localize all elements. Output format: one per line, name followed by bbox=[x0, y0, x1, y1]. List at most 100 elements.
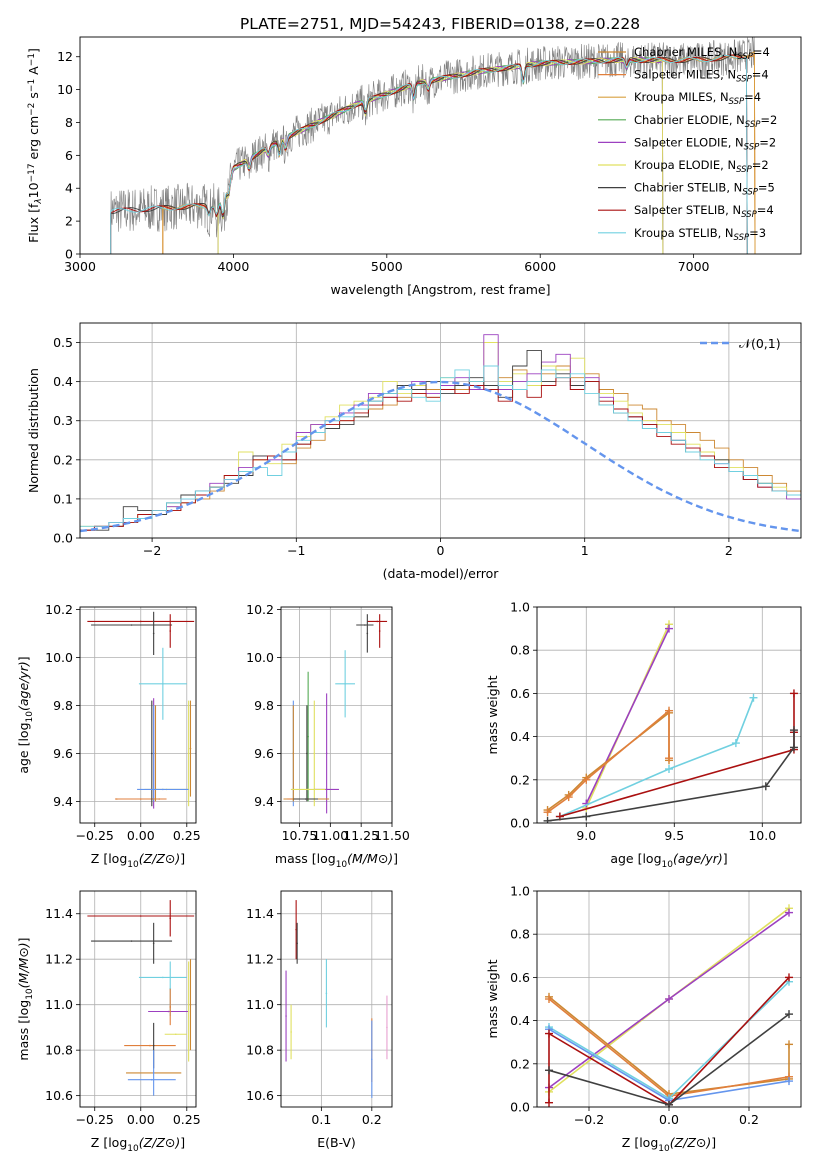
legend-label: Salpeter STELIB, NSSP=4 bbox=[634, 203, 774, 220]
data-point bbox=[139, 915, 142, 917]
legend-subscript: SSP bbox=[729, 97, 745, 107]
data-point bbox=[162, 788, 164, 791]
plot-area bbox=[80, 334, 801, 538]
y-axis-label: mass weight bbox=[485, 959, 500, 1038]
axes-frame bbox=[280, 606, 393, 824]
model-spectrum-line bbox=[162, 54, 756, 254]
y-tick-label: 0.1 bbox=[53, 491, 73, 506]
axes-frame bbox=[536, 606, 802, 824]
legend-name: Chabrier STELIB, N bbox=[634, 181, 742, 195]
label-part: (age/yr) bbox=[673, 851, 723, 866]
legend-subscript: SSP bbox=[737, 52, 753, 62]
data-point bbox=[290, 1031, 292, 1033]
x-tick-label: 11.25 bbox=[343, 828, 379, 843]
y-tick-label: 0.8 bbox=[510, 643, 530, 658]
legend-subscript: SSP bbox=[741, 210, 757, 220]
legend-subscript: SSP bbox=[736, 75, 752, 85]
figure-title: PLATE=2751, MJD=54243, FIBERID=0138, z=0… bbox=[240, 15, 640, 33]
label-part: Z [log bbox=[622, 1135, 658, 1150]
y-tick-label: 4 bbox=[65, 181, 73, 196]
legend-value: =2 bbox=[759, 135, 776, 149]
x-tick-label: −2 bbox=[143, 543, 161, 558]
legend-value: =2 bbox=[752, 158, 769, 172]
legend-label: Salpeter ELODIE, NSSP=2 bbox=[634, 135, 776, 152]
data-point bbox=[162, 683, 164, 685]
x-axis-label: age [log10(age/yr)] bbox=[610, 851, 727, 870]
label-part: ] bbox=[180, 851, 185, 866]
label-part: (age/yr) bbox=[16, 661, 31, 711]
x-tick-label: 3000 bbox=[64, 259, 96, 274]
y-tick-label: 0.2 bbox=[510, 772, 530, 787]
plot-area bbox=[545, 904, 793, 1107]
data-point bbox=[152, 942, 155, 945]
data-point bbox=[325, 752, 328, 755]
y-tick-label: 11.0 bbox=[45, 997, 73, 1012]
model-spectrum-line bbox=[217, 57, 664, 254]
legend-label: Kroupa ELODIE, NSSP=2 bbox=[634, 158, 769, 175]
x-tick-label: −0.2 bbox=[574, 1112, 604, 1127]
axes-frame bbox=[79, 890, 197, 1108]
legend-subscript: SSP bbox=[745, 120, 761, 130]
x-tick-label: 4000 bbox=[217, 259, 249, 274]
legend-subscript: SSP bbox=[736, 165, 752, 175]
data-point bbox=[313, 752, 316, 755]
data-point bbox=[292, 752, 295, 755]
data-point bbox=[325, 992, 328, 995]
legend-value: =4 bbox=[744, 90, 761, 104]
model-spectrum-line bbox=[217, 57, 664, 254]
label-part: ] bbox=[180, 1135, 185, 1150]
data-point bbox=[187, 752, 190, 755]
model-spectrum-line bbox=[162, 53, 756, 254]
y-axis-label-part: λ bbox=[34, 198, 44, 204]
data-point bbox=[152, 1044, 155, 1047]
x-tick-label: 9.0 bbox=[576, 828, 596, 843]
data-point bbox=[376, 620, 379, 623]
x-tick-label: 7000 bbox=[678, 259, 710, 274]
y-tick-label: 1.0 bbox=[510, 600, 530, 615]
y-tick-label: 0.8 bbox=[510, 927, 530, 942]
x-tick-label: 1 bbox=[581, 543, 589, 558]
label-subscript: 10 bbox=[662, 860, 674, 870]
legend-value: =4 bbox=[752, 68, 769, 82]
label-subscript: 10 bbox=[127, 1144, 139, 1154]
axes-frame bbox=[79, 606, 197, 824]
y-axis-label-part: erg cm bbox=[26, 116, 41, 164]
legend-name: Kroupa STELIB, N bbox=[634, 226, 734, 240]
legend-name: Salpeter STELIB, N bbox=[634, 203, 741, 217]
data-point bbox=[295, 928, 297, 931]
legend-label: 𝒩(0,1) bbox=[739, 336, 781, 351]
y-tick-label: 9.4 bbox=[53, 794, 73, 809]
x-tick-label: 9.5 bbox=[664, 828, 684, 843]
legend-subscript: SSP bbox=[744, 142, 760, 152]
y-tick-label: 0.3 bbox=[53, 413, 73, 428]
x-tick-label: 5000 bbox=[371, 259, 403, 274]
y-axis-label: mass weight bbox=[485, 675, 500, 754]
data-point bbox=[386, 1026, 388, 1029]
data-point bbox=[149, 1044, 151, 1047]
data-point bbox=[296, 942, 298, 945]
y-tick-label: 10.6 bbox=[246, 1088, 274, 1103]
data-point bbox=[189, 747, 192, 750]
x-tick-label: 2 bbox=[725, 543, 733, 558]
weight-line bbox=[559, 697, 755, 818]
y-tick-label: 0.4 bbox=[510, 1013, 530, 1028]
y-axis-label-part: s bbox=[26, 92, 41, 103]
data-point bbox=[174, 1033, 177, 1036]
data-point bbox=[364, 624, 366, 626]
label-part: Z [log bbox=[91, 1135, 127, 1150]
legend-value: =4 bbox=[753, 45, 770, 59]
age-vs-metallicity-panel: −0.25 0.00 0.259.49.69.810.010.2Z [log10(Z… bbox=[16, 602, 201, 870]
y-tick-label: 0.0 bbox=[510, 1100, 530, 1115]
label-part: (M/M⊙) bbox=[347, 851, 393, 866]
x-axis-label: wavelength [Angstrom, rest frame] bbox=[330, 282, 550, 297]
legend-subscript: SSP bbox=[742, 188, 758, 198]
label-subscript: 10 bbox=[127, 860, 139, 870]
data-point bbox=[306, 752, 308, 755]
y-tick-label: 0 bbox=[65, 247, 73, 262]
model-spectrum-line bbox=[110, 54, 748, 254]
plot-area bbox=[110, 37, 756, 254]
y-axis-label: mass [log10(M/M⊙)] bbox=[16, 937, 35, 1060]
